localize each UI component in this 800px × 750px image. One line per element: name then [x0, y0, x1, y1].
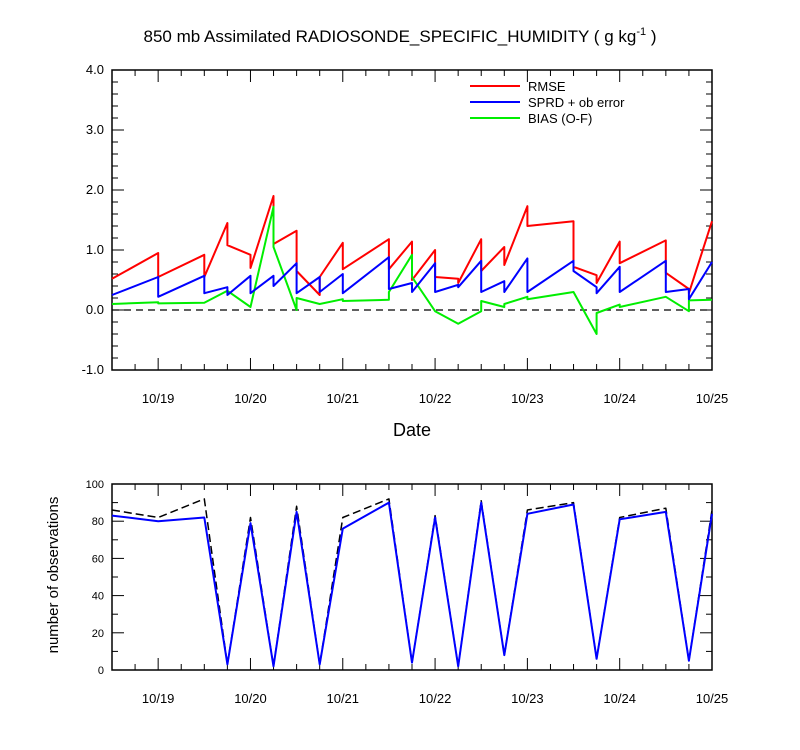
- x-tick-label: 10/24: [603, 691, 636, 706]
- x-tick-label: 10/25: [696, 691, 729, 706]
- legend-label: BIAS (O-F): [528, 111, 592, 126]
- x-tick-label: 10/21: [326, 391, 359, 406]
- y-tick-label: 0: [98, 665, 104, 677]
- series-line-sprd-ob-error: [111, 256, 713, 301]
- x-tick-label: 10/25: [696, 391, 729, 406]
- legend-label: SPRD + ob error: [528, 95, 625, 110]
- x-tick-label: 10/21: [326, 691, 359, 706]
- y-tick-label: 1.0: [86, 242, 104, 257]
- chart-title: 850 mb Assimilated RADIOSONDE_SPECIFIC_H…: [144, 26, 657, 46]
- y-tick-label: 40: [92, 591, 104, 603]
- y-axis-label-observations: number of observations: [45, 497, 62, 654]
- y-tick-label: 2.0: [86, 182, 104, 197]
- y-tick-label: 80: [92, 516, 104, 528]
- y-tick-label: 4.0: [86, 62, 104, 77]
- x-tick-label: 10/19: [142, 391, 175, 406]
- rmse-bias-plot: 10/19 10/20 10/21 10/22 10/23 10/24 10/25 -1.0 0…: [82, 62, 729, 406]
- y-tick-label: 0.0: [86, 302, 104, 317]
- y-tick-label: 60: [92, 553, 104, 565]
- plot-frame: [111, 483, 713, 671]
- x-tick-label: 10/22: [419, 691, 452, 706]
- x-axis-label: Date: [393, 420, 431, 440]
- x-tick-label: 10/22: [419, 391, 452, 406]
- observations-plot: 10/19 10/20 10/21 10/22 10/23 10/24 10/25 0 20 40…: [86, 479, 729, 706]
- series-line-bias-o-f: [111, 205, 713, 335]
- legend-label: RMSE: [528, 79, 566, 94]
- x-tick-label: 10/20: [234, 691, 267, 706]
- series-line-rmse: [111, 195, 713, 296]
- x-tick-label: 10/24: [603, 391, 636, 406]
- plot-frame: [111, 69, 713, 371]
- y-tick-label: -1.0: [82, 362, 104, 377]
- y-tick-label: 20: [92, 628, 104, 640]
- x-tick-label: 10/19: [142, 691, 175, 706]
- x-tick-label: 10/23: [511, 691, 544, 706]
- series-line-possible: [111, 498, 713, 668]
- x-tick-label: 10/20: [234, 391, 267, 406]
- x-tick-label: 10/23: [511, 391, 544, 406]
- series-line-used: [111, 501, 713, 668]
- y-tick-label: 100: [86, 479, 104, 491]
- y-tick-label: 3.0: [86, 122, 104, 137]
